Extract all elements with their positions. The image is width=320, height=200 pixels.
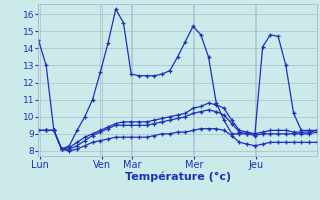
X-axis label: Température (°c): Température (°c)	[124, 172, 231, 182]
